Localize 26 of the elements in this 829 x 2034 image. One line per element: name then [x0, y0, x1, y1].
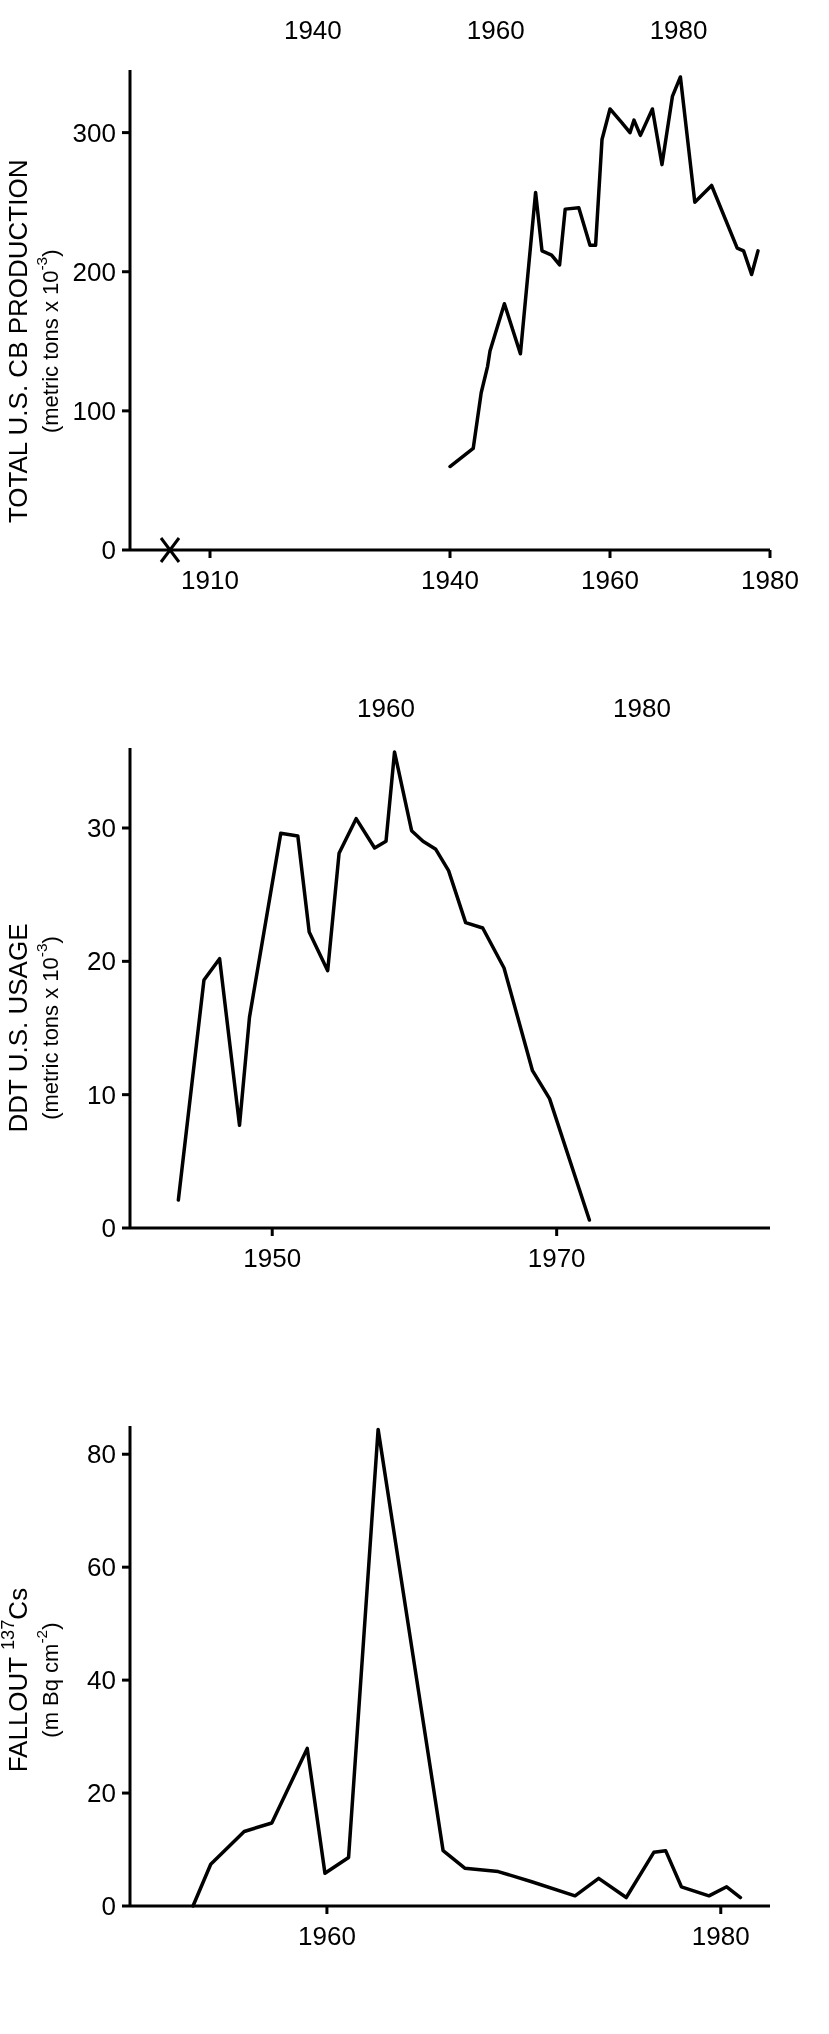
y-tick-label: 100	[72, 395, 116, 426]
x-tick-label: 1950	[243, 1243, 302, 1273]
x-tick-label: 1960	[581, 565, 639, 595]
y-tick-label: 300	[72, 117, 116, 148]
y-tick-label: 20	[87, 1778, 116, 1809]
text: 1980	[649, 15, 708, 45]
text: 1960	[466, 15, 525, 45]
y-tick-label: 200	[72, 256, 116, 287]
text: 1940	[283, 15, 342, 45]
line-series	[176, 750, 592, 1222]
y-tick-label: 20	[87, 946, 116, 977]
text: 1960	[357, 693, 415, 723]
text: 1980	[613, 693, 671, 723]
y-tick-label: 0	[101, 1213, 116, 1243]
y-tick-label: 40	[87, 1665, 116, 1696]
x-tick-label: 1970	[527, 1243, 586, 1273]
y-tick-label: 80	[87, 1439, 116, 1470]
y-tick-label: 60	[87, 1552, 116, 1583]
y-tick-label: 30	[87, 813, 116, 843]
y-tick-label: 0	[101, 535, 116, 565]
x-tick-label: 1940	[421, 565, 479, 595]
x-tick-label: 1980	[741, 565, 799, 595]
y-tick-label: 10	[87, 1079, 116, 1110]
y-tick-label: 0	[101, 1891, 116, 1921]
line-series	[448, 75, 760, 469]
x-tick-label: 1910	[181, 565, 239, 595]
